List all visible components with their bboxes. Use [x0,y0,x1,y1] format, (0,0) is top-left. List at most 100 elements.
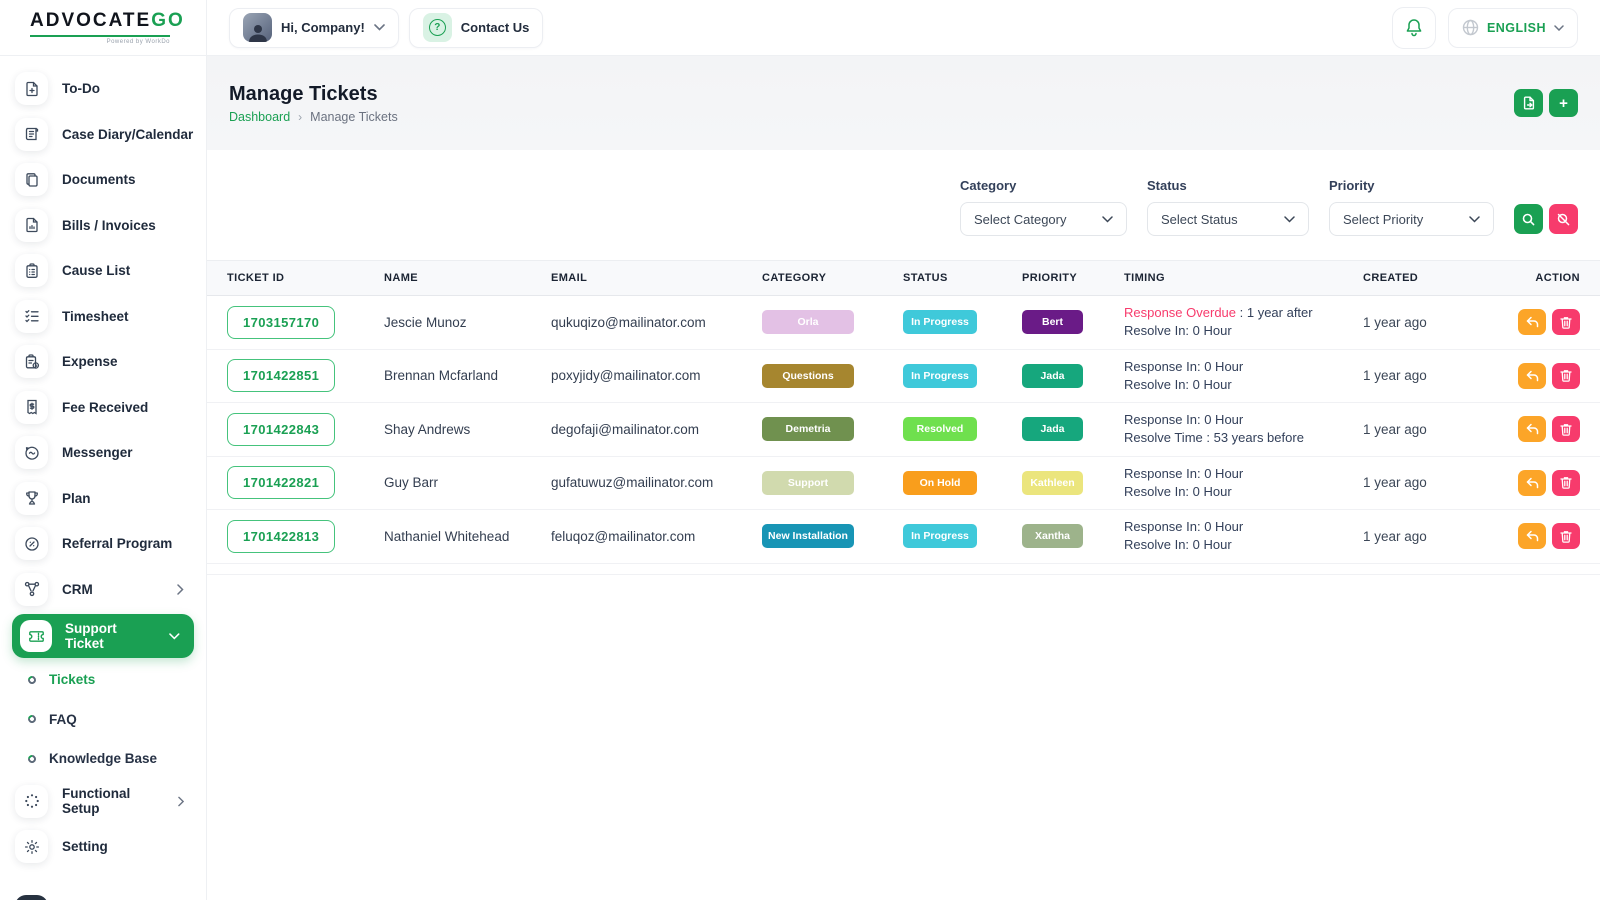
ticket-timing: Response In: 0 Hour Resolve In: 0 Hour [1124,358,1363,394]
sidebar-item-todo[interactable]: To-Do [0,66,206,112]
sidebar-item-expense[interactable]: Expense [0,339,206,385]
timing-line2: Resolve In: 0 Hour [1124,323,1232,339]
ticket-timing: Response In: 0 Hour Resolve In: 0 Hour [1124,465,1363,501]
reset-filters-button[interactable] [1549,204,1578,234]
delete-button[interactable] [1552,523,1580,550]
timing-line1: Response In: 0 Hour [1124,465,1363,483]
sidebar-item-label: Messenger [62,445,133,461]
reply-button[interactable] [1518,523,1546,550]
trash-icon [1560,370,1572,383]
sidebar-item-messenger[interactable]: Messenger [0,430,206,476]
sidebar-item-case-diary[interactable]: Case Diary/Calendar [0,112,206,158]
timing-line1-rest: Response In: 0 Hour [1124,358,1244,374]
ticket-id-link[interactable]: 1701422813 [227,519,336,553]
add-ticket-button[interactable]: + [1549,89,1578,117]
ticket-id-link[interactable]: 1703157170 [227,305,336,339]
export-button[interactable] [1514,89,1543,117]
fee-received-icon [15,390,48,424]
filters-bar: Category Select Category Status Select S… [207,150,1600,260]
category-badge: Questions [762,363,854,388]
status-badge: In Progress [903,524,977,549]
sidebar-item-crm[interactable]: CRM [0,567,206,613]
sidebar-item-fee-received[interactable]: Fee Received [0,385,206,431]
category-select[interactable]: Select Category [960,202,1127,236]
sidebar-item-label: Cause List [62,263,131,279]
chevron-down-icon [1102,215,1113,223]
contact-us-label: Contact Us [460,20,530,35]
priority-badge: Bert [1022,310,1083,335]
breadcrumb-dashboard-link[interactable]: Dashboard [229,109,291,124]
brand-name-primary: ADVOCATE [30,10,152,31]
ticket-id-link[interactable]: 1701422851 [227,359,336,393]
row-actions [1510,416,1580,443]
sidebar-item-bills-invoices[interactable]: Bills / Invoices [0,203,206,249]
user-greeting: Hi, Company! [281,20,365,35]
sidebar-subitem-tickets[interactable]: Tickets [0,660,206,700]
priority-select[interactable]: Select Priority [1329,202,1494,236]
delete-button[interactable] [1552,362,1580,389]
reply-button[interactable] [1518,416,1546,443]
page-header: Manage Tickets Dashboard › Manage Ticket… [207,56,1600,150]
bills-invoices-icon [15,208,48,242]
status-badge: In Progress [903,310,977,335]
delete-button[interactable] [1552,309,1580,336]
ticket-email: gufatuwuz@mailinator.com [551,475,714,491]
chevron-down-icon [1554,24,1564,31]
sidebar-item-cause-list[interactable]: Cause List [0,248,206,294]
sidebar-subitem-faq[interactable]: FAQ [0,700,206,740]
category-badge: Support [762,470,854,495]
ticket-name: Jescie Munoz [384,314,467,330]
language-selector[interactable]: ENGLISH [1447,7,1578,48]
table-row: 1701422851 Brennan Mcfarland poxyjidy@ma… [207,349,1600,403]
sidebar-item-label: Functional Setup [62,786,131,817]
timing-line1-rest: : 1 year after [1236,305,1313,321]
priority-filter-label: Priority [1329,178,1375,193]
reply-button[interactable] [1518,469,1546,496]
reply-button[interactable] [1518,362,1546,389]
search-button[interactable] [1514,204,1543,234]
sidebar-item-support-ticket[interactable]: Support Ticket [12,614,194,658]
sidebar-item-timesheet[interactable]: Timesheet [0,294,206,340]
contact-us-button[interactable]: ? Contact Us [408,7,544,48]
breadcrumb: Dashboard › Manage Tickets [229,110,398,124]
sidebar-item-label: Expense [62,354,118,370]
sidebar-item-plan[interactable]: Plan [0,476,206,522]
sidebar-item-setting[interactable]: Setting [0,824,206,870]
ticket-id-link[interactable]: 1701422821 [227,466,336,500]
ticket-name: Guy Barr [384,475,439,491]
file-export-icon [1523,96,1534,110]
sidebar-item-referral-program[interactable]: Referral Program [0,521,206,567]
sidebar-subitem-label: Tickets [49,672,96,688]
sidebar-item-documents[interactable]: Documents [0,157,206,203]
ticket-created: 1 year ago [1363,475,1427,491]
documents-icon [15,163,48,197]
cause-list-icon [15,254,48,288]
table-header: TICKET ID NAME EMAIL CATEGORY STATUS PRI… [207,260,1600,296]
topbar: ADVOCATEGO Powered by WorkDo Hi, Company… [0,0,1600,56]
sidebar-subitem-knowledge-base[interactable]: Knowledge Base [0,739,206,779]
brand-logo[interactable]: ADVOCATEGO Powered by WorkDo [0,0,207,55]
sidebar-item-functional-setup[interactable]: Functional Setup [0,779,206,825]
sidebar-item-label: Timesheet [62,308,129,324]
reply-button[interactable] [1518,309,1546,336]
ticket-name: Shay Andrews [384,421,471,437]
delete-button[interactable] [1552,416,1580,443]
col-action: ACTION [1535,272,1580,284]
user-menu[interactable]: Hi, Company! [229,7,399,48]
col-priority: PRIORITY [1022,272,1078,284]
ticket-timing: Response Overdue : 1 year after Resolve … [1124,304,1363,340]
setting-gear-icon [15,830,48,864]
notifications-button[interactable] [1391,6,1436,49]
delete-button[interactable] [1552,469,1580,496]
ticket-email: poxyjidy@mailinator.com [551,368,701,384]
timing-line1: Response In: 0 Hour [1124,411,1363,429]
category-badge: Orla [762,310,854,335]
ticket-email: feluqoz@mailinator.com [551,528,696,544]
ticket-id-link[interactable]: 1701422843 [227,412,336,446]
submenu-bullet-icon [26,674,38,686]
timing-line1-rest: Response In: 0 Hour [1124,412,1244,428]
trash-icon [1560,477,1572,490]
col-created: CREATED [1363,272,1419,284]
status-select[interactable]: Select Status [1147,202,1309,236]
brand-name-accent: GO [151,10,185,31]
